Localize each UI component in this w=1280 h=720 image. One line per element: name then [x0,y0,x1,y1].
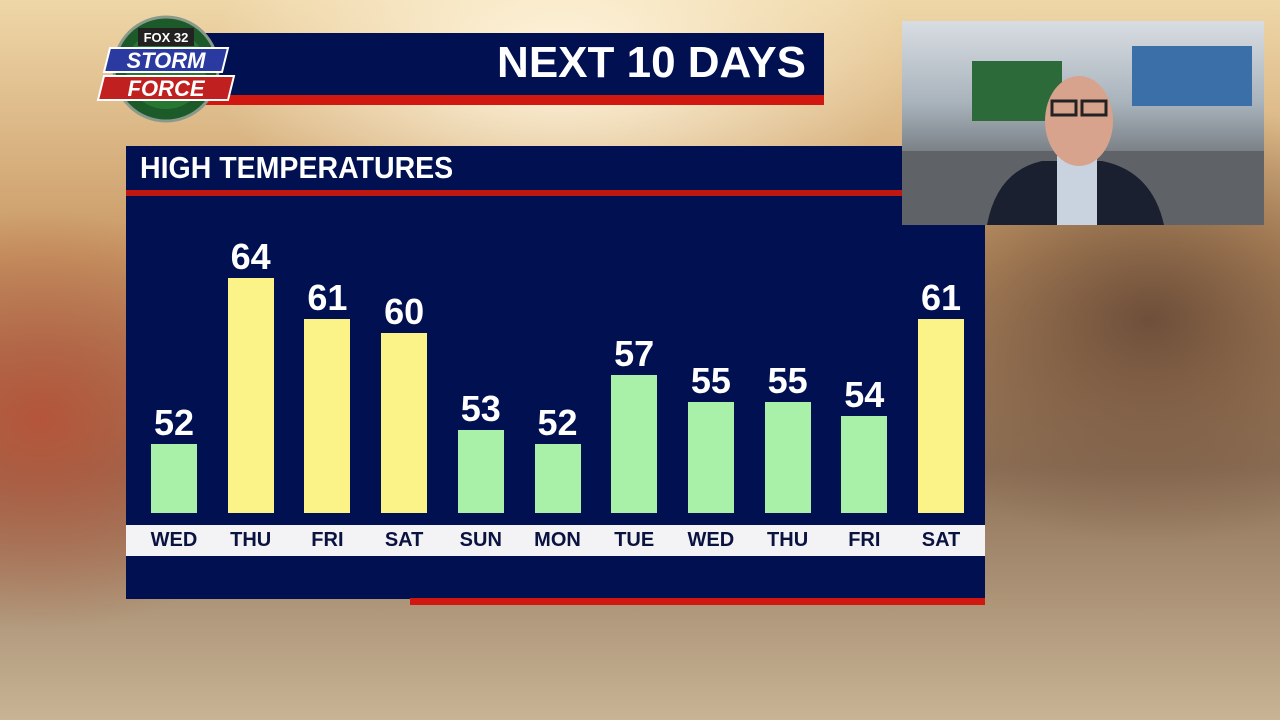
bar-thu [227,277,274,513]
chart-title: HIGH TEMPERATURES [140,150,454,185]
title-banner [150,33,824,95]
bar-tue [611,374,658,513]
day-label: TUE [614,529,655,551]
data-label: 52 [153,401,195,443]
day-label: THU [230,529,272,551]
data-label: 61 [307,277,348,319]
page-title: NEXT 10 DAYS [497,38,806,87]
bar-fri [841,416,888,513]
data-label: 57 [614,332,655,374]
panel-header-stripe [126,190,902,196]
data-label: 54 [844,374,885,416]
day-label: FRI [848,529,881,551]
bar-fri [304,319,351,513]
day-label: MON [534,529,581,551]
bar-thu [764,402,811,513]
bar-sun [457,430,504,513]
title-banner-stripe [150,95,824,105]
presenter-video-feed [902,21,1264,225]
panel-header [126,146,902,190]
day-label: SAT [384,529,424,551]
storm-force-logo: FOX 32 STORM FORCE [96,15,236,123]
day-label: FRI [311,529,344,551]
data-label: 52 [537,401,578,443]
day-label: WED [150,529,198,551]
bar-mon [534,443,581,513]
day-label: SUN [459,529,502,551]
bar-sat [381,333,428,513]
bar-sat [918,319,964,513]
svg-text:FOX 32: FOX 32 [144,30,189,45]
svg-text:FORCE: FORCE [128,76,206,101]
bar-wed [687,402,734,513]
svg-text:STORM: STORM [126,48,206,73]
bar-wed [151,443,197,513]
data-label: 55 [767,360,808,402]
data-label: 55 [690,360,731,402]
data-label: 60 [384,291,425,333]
day-label: SAT [921,529,961,551]
day-label-strip [126,525,985,556]
bottom-stripe [410,598,985,605]
presenter-icon [902,46,1264,225]
day-label: THU [767,529,809,551]
day-label: WED [687,529,735,551]
data-label: 61 [920,277,962,319]
data-label: 53 [460,388,501,430]
data-label: 64 [230,235,271,277]
